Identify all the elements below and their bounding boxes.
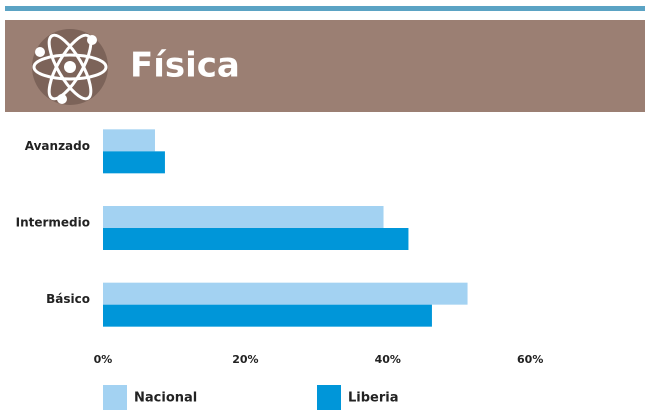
legend-swatch [103,385,127,410]
bar [103,129,155,152]
top-rule [5,6,645,11]
header-band [5,20,645,112]
x-tick-label: 0% [94,353,113,366]
x-tick-label: 20% [232,353,258,366]
bar [103,304,432,327]
y-tick-label: Avanzado [25,139,90,153]
legend-swatch [317,385,341,410]
x-tick-label: 60% [517,353,543,366]
bar [103,282,468,305]
bar [103,228,409,250]
legend-label: Liberia [348,391,399,406]
bar [103,206,384,228]
y-tick-label: Intermedio [16,216,90,230]
atom-icon [32,29,108,105]
chart-title: Física [130,46,240,86]
bar [103,151,165,174]
legend-label: Nacional [134,391,197,406]
y-tick-label: Básico [46,292,90,306]
x-tick-label: 40% [375,353,401,366]
